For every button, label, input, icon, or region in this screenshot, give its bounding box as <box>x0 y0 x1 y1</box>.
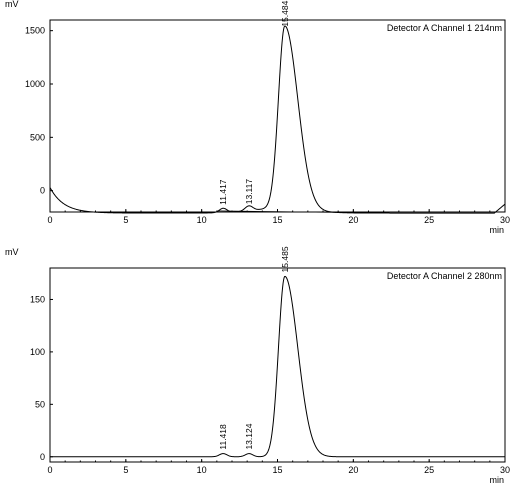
x-tick-label: 20 <box>348 465 358 475</box>
chromatogram-channel-1: mV min Detector A Channel 1 214nm 0 5 10 15 20 2… <box>5 0 510 235</box>
peak-label: 11.417 <box>218 179 228 205</box>
detector-label: Detector A Channel 1 214nm <box>387 23 502 33</box>
x-tick-label: 30 <box>500 215 510 225</box>
x-tick-label: 30 <box>500 465 510 475</box>
x-tick-label: 5 <box>123 465 128 475</box>
y-tick-label: 1500 <box>25 26 45 36</box>
signal-trace <box>50 275 505 458</box>
x-unit-label: min <box>489 475 504 485</box>
peak-label: 13.124 <box>244 423 254 449</box>
x-tick-label: 5 <box>123 215 128 225</box>
peak-label: 13.117 <box>244 179 254 205</box>
y-tick-label: 500 <box>30 132 45 142</box>
x-tick-label: 0 <box>47 465 52 475</box>
x-unit-label: min <box>489 225 504 235</box>
y-tick-label: 50 <box>35 399 45 409</box>
y-tick-label: 150 <box>30 294 45 304</box>
peak-label: 11.418 <box>218 424 228 450</box>
detector-label: Detector A Channel 2 280nm <box>387 271 502 281</box>
x-tick-label: 10 <box>197 465 207 475</box>
signal-trace <box>49 25 506 214</box>
y-unit-label: mV <box>5 247 19 257</box>
peak-label: 15.485 <box>280 246 290 272</box>
x-tick-label: 15 <box>272 215 282 225</box>
chromatogram-channel-2: mV min Detector A Channel 2 280nm 0 5 10 15 20 2… <box>5 246 510 485</box>
y-unit-label: mV <box>5 0 19 9</box>
y-tick-label: 100 <box>30 347 45 357</box>
x-tick-label: 0 <box>47 215 52 225</box>
x-tick-label: 25 <box>424 215 434 225</box>
integration-baseline <box>216 210 346 213</box>
y-tick-label: 1000 <box>25 79 45 89</box>
peak-label: 15.484 <box>280 0 290 26</box>
y-tick-label: 0 <box>40 186 45 196</box>
x-tick-label: 25 <box>424 465 434 475</box>
x-tick-label: 20 <box>348 215 358 225</box>
x-tick-label: 10 <box>197 215 207 225</box>
y-tick-label: 0 <box>40 452 45 462</box>
x-tick-label: 15 <box>272 465 282 475</box>
